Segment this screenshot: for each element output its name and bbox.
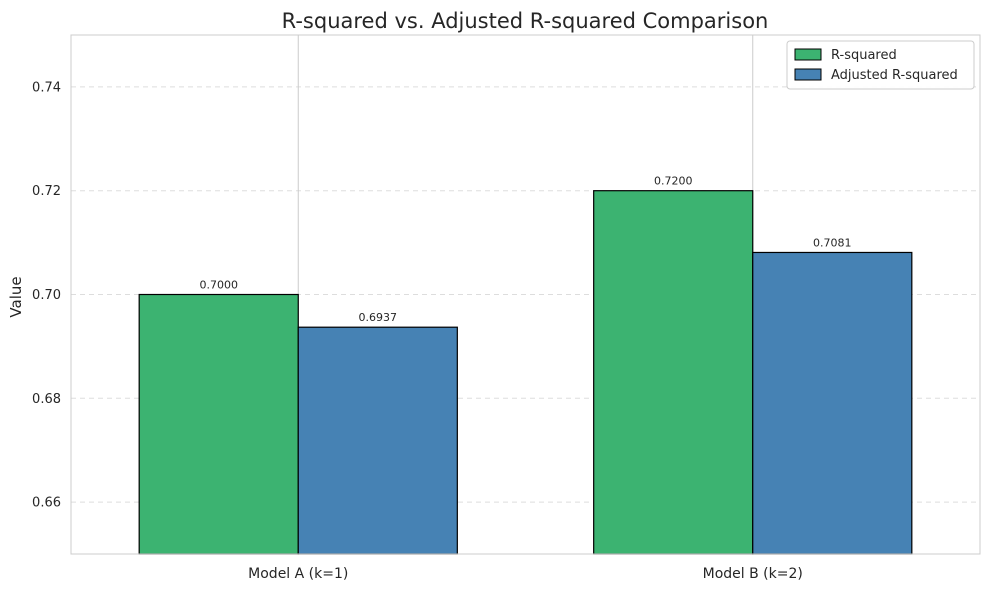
y-tick-label: 0.70 [32, 288, 61, 303]
bar-r-squared [593, 190, 754, 555]
bar-data-label: 0.7081 [813, 236, 852, 249]
legend-entry: Adjusted R-squared [831, 68, 958, 83]
bar-adjusted-r-squared [752, 251, 913, 555]
bar-data-label: 0.7000 [199, 279, 238, 292]
chart-title: R-squared vs. Adjusted R-squared Compari… [282, 9, 769, 33]
legend-entry: R-squared [831, 48, 897, 63]
y-tick-label: 0.72 [32, 184, 61, 199]
y-tick-label: 0.68 [32, 392, 61, 407]
legend-box [786, 40, 975, 90]
bar-adjusted-r-squared [297, 326, 458, 555]
bar-data-label: 0.6937 [359, 311, 398, 324]
bar-r-squared [138, 293, 299, 555]
y-tick-label: 0.66 [32, 496, 61, 511]
y-tick-label: 0.74 [32, 80, 61, 95]
y-axis-label: Value [7, 276, 25, 317]
x-tick-label: Model A (k=1) [248, 566, 348, 582]
plot-frame [70, 34, 981, 555]
legend-swatch [794, 68, 822, 81]
x-tick-label: Model B (k=2) [703, 566, 803, 582]
legend: R-squared Adjusted R-squared [786, 40, 975, 90]
bar-data-label: 0.7200 [654, 175, 693, 188]
plot-area: 0.66 0.68 0.70 0.72 0.74 0.7000 0.6937 Model A … [32, 34, 981, 582]
legend-swatch [794, 48, 822, 61]
